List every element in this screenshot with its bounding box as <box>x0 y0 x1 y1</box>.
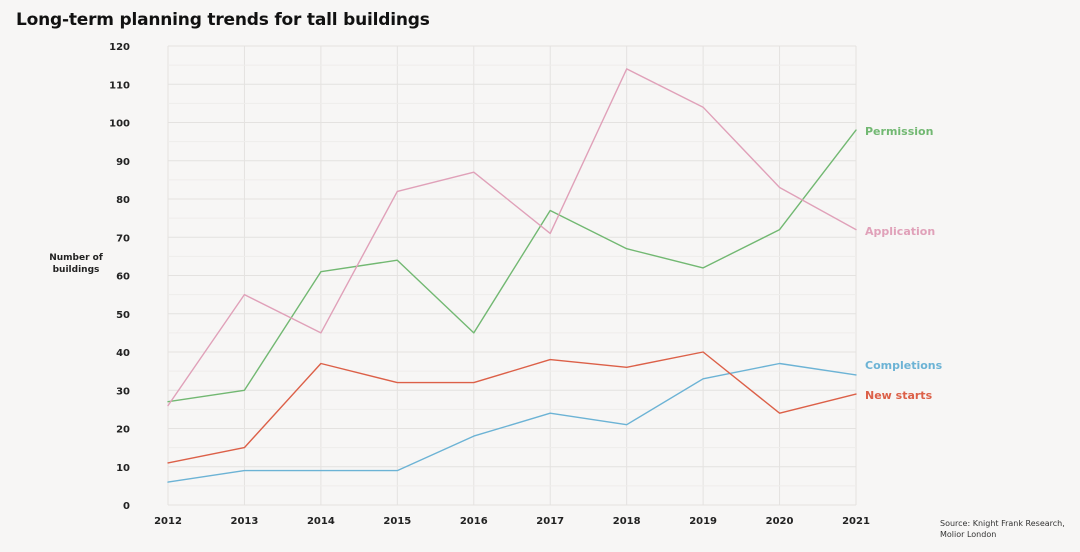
y-tick-label: 70 <box>116 233 130 244</box>
series-line-permission <box>167 129 857 403</box>
y-tick-label: 60 <box>116 272 130 283</box>
series-line-application <box>167 68 857 407</box>
x-tick-label: 2019 <box>689 516 717 527</box>
series-lines <box>167 68 857 483</box>
y-tick-label: 30 <box>116 386 130 397</box>
y-tick-label: 90 <box>116 157 130 168</box>
grid <box>167 45 857 506</box>
series-labels: Permission Application Completions New star… <box>865 125 943 402</box>
x-axis-ticks: 2012 2013 2014 2015 2016 2017 2018 2019 2020 2021 <box>154 516 870 527</box>
chart-title: Long-term planning trends for tall build… <box>16 10 430 30</box>
series-line-new-starts <box>167 351 857 464</box>
x-tick-label: 2018 <box>613 516 641 527</box>
x-tick-label: 2021 <box>842 516 870 527</box>
y-tick-label: 40 <box>116 348 130 359</box>
series-line-completions <box>167 362 857 483</box>
y-tick-label: 110 <box>109 80 130 91</box>
source-note: Source: Knight Frank Research, Molior Lo… <box>940 519 1065 539</box>
y-tick-label: 50 <box>116 310 130 321</box>
y-tick-label: 20 <box>116 425 130 436</box>
y-axis-ticks: 0 10 20 30 40 50 60 70 80 90 100 110 120 <box>109 42 130 512</box>
series-label-new-starts: New starts <box>865 389 933 402</box>
y-tick-label: 10 <box>116 463 130 474</box>
y-axis-label: Number of buildings <box>49 253 103 275</box>
y-tick-label: 120 <box>109 42 130 53</box>
x-tick-label: 2015 <box>383 516 411 527</box>
x-tick-label: 2014 <box>307 516 335 527</box>
series-label-completions: Completions <box>865 359 943 372</box>
y-tick-label: 80 <box>116 195 130 206</box>
series-label-application: Application <box>865 225 935 238</box>
x-tick-label: 2012 <box>154 516 182 527</box>
y-tick-label: 100 <box>109 119 130 130</box>
x-tick-label: 2017 <box>536 516 564 527</box>
x-tick-label: 2013 <box>231 516 259 527</box>
x-tick-label: 2020 <box>766 516 794 527</box>
series-label-permission: Permission <box>865 125 933 138</box>
x-tick-label: 2016 <box>460 516 488 527</box>
y-tick-label: 0 <box>123 501 130 512</box>
